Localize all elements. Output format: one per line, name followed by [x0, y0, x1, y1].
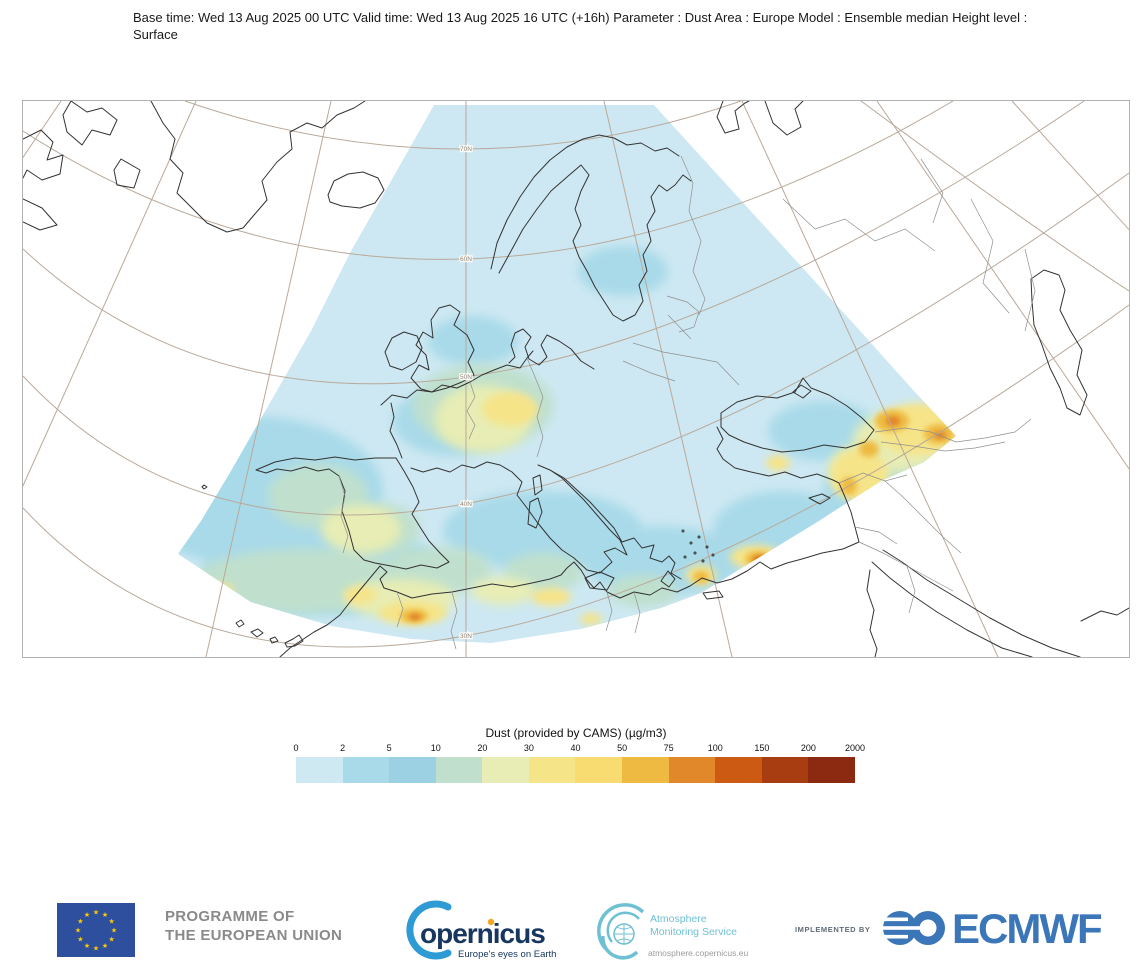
coastlines — [23, 101, 1129, 657]
ams-label-line1: Atmosphere — [650, 913, 707, 925]
eu-flag-star: ★ — [108, 918, 114, 926]
legend-color-cell — [808, 757, 855, 783]
ecmwf-wordmark: ECMWF — [952, 905, 1102, 952]
eu-flag-star: ★ — [84, 942, 90, 950]
legend-tick-label: 10 — [430, 743, 441, 753]
legend-tick-label: 150 — [754, 743, 770, 753]
eu-flag-star: ★ — [93, 945, 99, 953]
legend-color-cell — [528, 757, 576, 783]
legend-color-cell — [761, 757, 809, 783]
legend-color-cell — [622, 757, 669, 783]
legend-tick-label: 5 — [386, 743, 392, 753]
legend-tick-labels: 0 2 5 10 20 30 40 50 75 100 150 200 2000 — [293, 743, 865, 755]
copernicus-wordmark: opernicus — [420, 918, 545, 949]
programme-line1: PROGRAMME OF — [165, 908, 295, 925]
eu-flag-star: ★ — [84, 911, 90, 919]
dust-map-image: 70N 60N 50N 40N 30N — [23, 101, 1129, 657]
chart-title-line1: Base time: Wed 13 Aug 2025 00 UTC Valid … — [133, 10, 1028, 25]
legend-tick-label: 2 — [340, 743, 346, 753]
footer-logos: ★ ★ ★ ★ ★ ★ ★ ★ ★ ★ ★ ★ PROGRAMME OF THE EUROPEAN U… — [0, 890, 1143, 970]
legend-tick-label: 100 — [707, 743, 723, 753]
atmosphere-monitoring-service-logo: Atmosphere Monitoring Service atmosphere… — [597, 903, 748, 960]
legend-color-cell — [389, 757, 436, 783]
legend-color-cell — [435, 757, 483, 783]
legend-title: Dust (provided by CAMS) (µg/m3) — [485, 726, 667, 740]
copernicus-orange-dot — [487, 918, 495, 926]
legend-color-cell — [715, 757, 762, 783]
programme-line2: THE EUROPEAN UNION — [165, 927, 343, 944]
eu-flag-logo: ★ ★★★★★★★★★★★ — [57, 903, 135, 957]
lat-label-40n: 40N — [460, 501, 472, 508]
lat-label-50n: 50N — [460, 374, 472, 381]
ecmwf-mark-icon — [878, 911, 945, 945]
copernicus-c-arc — [406, 900, 452, 960]
ams-url: atmosphere.copernicus.eu — [648, 948, 748, 958]
eu-flag-star: ★ — [77, 936, 83, 944]
ecmwf-logo: ECMWF — [878, 905, 1104, 952]
legend-color-cell — [296, 757, 343, 783]
eu-flag-star: ★ — [77, 918, 83, 926]
ams-globe-icon — [597, 903, 645, 960]
copernicus-logo: opernicus Europe's eyes on Earth — [406, 900, 556, 960]
graticule-labels: 70N 60N 50N 40N 30N — [459, 145, 474, 642]
chart-title-line2: Surface — [133, 27, 178, 42]
graticule-lines — [23, 101, 1129, 657]
implemented-by-label: IMPLEMENTED BY — [795, 925, 871, 934]
legend-tick-label: 75 — [663, 743, 674, 753]
legend-color-cell — [482, 757, 529, 783]
legend-tick-label: 40 — [570, 743, 581, 753]
eu-flag-star: ★ — [93, 909, 99, 917]
programme-of-eu-label: PROGRAMME OF THE EUROPEAN UNION — [165, 907, 342, 945]
legend-tick-label: 30 — [523, 743, 534, 753]
legend-tick-label: 50 — [617, 743, 628, 753]
map-panel: 70N 60N 50N 40N 30N — [22, 100, 1130, 658]
ams-label-line2: Monitoring Service — [650, 926, 737, 938]
legend-tick-label: 200 — [800, 743, 816, 753]
legend-tick-label: 2000 — [844, 743, 865, 753]
legend-color-cell — [575, 757, 623, 783]
lat-label-70n: 70N — [460, 146, 472, 153]
legend-color-cell — [342, 757, 390, 783]
dust-data-region — [178, 105, 956, 643]
legend-tick-label: 0 — [293, 743, 299, 753]
legend-tick-label: 20 — [477, 743, 488, 753]
country-borders — [338, 155, 1036, 650]
copernicus-tagline: Europe's eyes on Earth — [458, 949, 556, 960]
lat-label-60n: 60N — [460, 256, 472, 263]
eu-flag-star: ★ — [111, 927, 117, 935]
eu-flag-star: ★ — [108, 936, 114, 944]
eu-flag-star: ★ — [75, 927, 81, 935]
eu-flag-star: ★ — [102, 911, 108, 919]
eu-flag-star: ★ — [102, 942, 108, 950]
lat-label-30n: 30N — [460, 633, 472, 640]
legend-color-cell — [668, 757, 716, 783]
chart-title: Base time: Wed 13 Aug 2025 00 UTC Valid … — [133, 9, 1033, 43]
colorbar-legend — [296, 757, 855, 783]
